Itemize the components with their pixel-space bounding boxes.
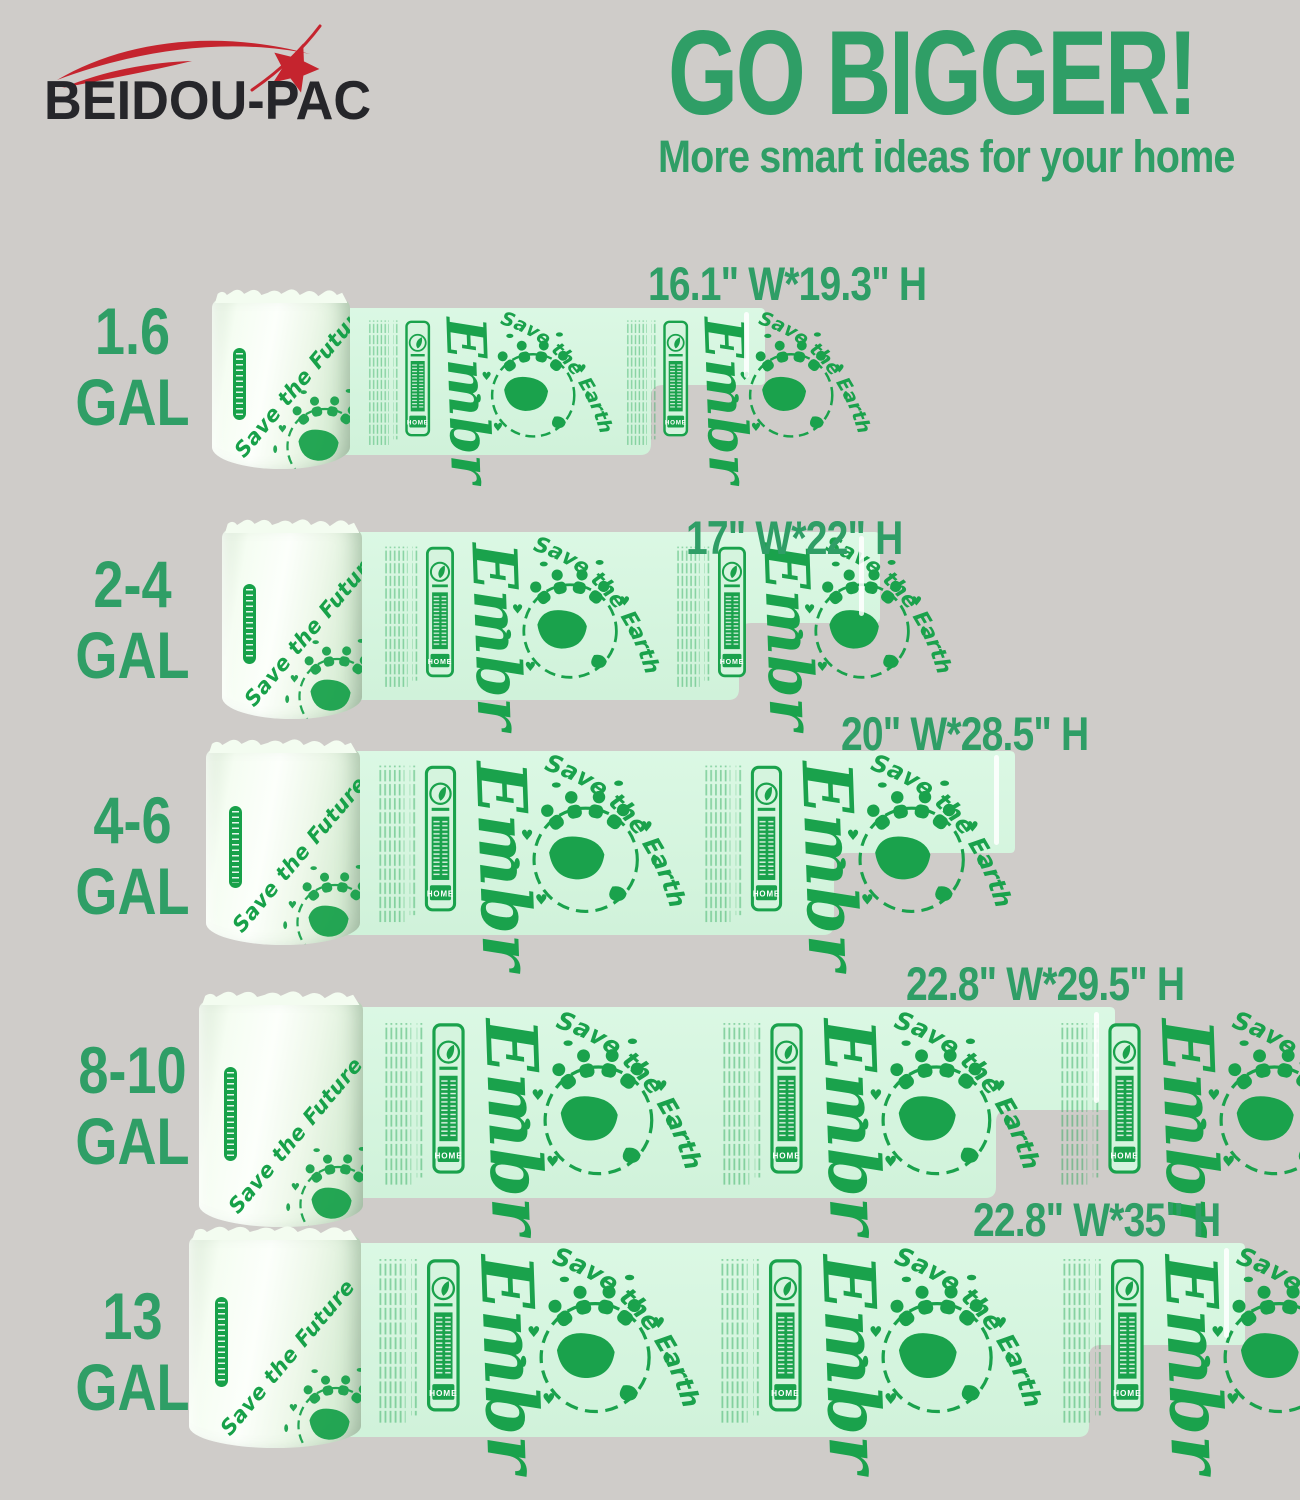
roll-crinkle-edge <box>224 519 360 533</box>
dimension-label: 16.1" W*19.3" H <box>648 257 927 310</box>
roll-cert-strip <box>223 1066 237 1162</box>
bag-graphic <box>290 308 765 455</box>
page-title: GO BIGGER! <box>668 6 1198 140</box>
roll-artwork: Save the Future <box>212 299 350 469</box>
bag-roll: Save the Future <box>222 519 362 719</box>
brand-swoosh-icon <box>57 24 322 93</box>
size-label: 8-10 GAL <box>65 1035 200 1177</box>
size-label: 2-4 GAL <box>65 549 200 691</box>
size-label: 13 GAL <box>65 1281 200 1423</box>
dimension-label: 22.8" W*35" H <box>973 1193 1221 1246</box>
bag-graphic <box>290 1007 1115 1198</box>
roll-crinkle-edge <box>214 289 348 303</box>
earth-kids-graphic <box>285 1145 363 1227</box>
roll-slogan-text: Save the Future <box>240 546 362 712</box>
bag-graphic <box>280 1243 1245 1437</box>
bag-roll: Save the Future <box>189 1226 361 1448</box>
size-unit: GAL <box>75 1104 190 1178</box>
size-value: 1.6 <box>94 294 171 368</box>
roll-slogan-text: Save the Future <box>229 299 350 463</box>
earth-kids-graphic <box>284 637 362 719</box>
dimension-label: 20" W*28.5" H <box>841 707 1089 760</box>
roll-cert-strip <box>232 348 246 420</box>
roll-slogan-text: Save the Future <box>227 772 360 938</box>
roll-artwork: Save the Future <box>222 529 362 719</box>
dimension-label: 17" W*22" H <box>686 511 903 564</box>
bag-print-unit <box>619 295 877 489</box>
size-unit: GAL <box>75 618 190 692</box>
bag-print-unit <box>668 518 958 736</box>
bag-graphic <box>300 532 880 700</box>
size-unit: GAL <box>75 365 190 439</box>
star-icon <box>273 43 320 93</box>
bag-roll: Save the Future <box>212 289 350 469</box>
bag-print-unit <box>369 733 694 976</box>
size-unit: GAL <box>75 854 190 928</box>
size-label: 1.6 GAL <box>65 296 200 438</box>
size-value: 4-6 <box>93 783 172 857</box>
dimension-label: 22.8" W*29.5" H <box>906 957 1185 1010</box>
roll-crinkle-edge <box>209 739 357 753</box>
bag-print-unit <box>369 1225 708 1480</box>
bag-roll: Save the Future <box>199 991 363 1227</box>
bag-print-unit <box>713 989 1048 1240</box>
bag-print-unit <box>695 733 1020 976</box>
earth-kids-graphic <box>282 863 360 945</box>
brand-name: BEIDOU-PAC <box>44 69 372 131</box>
earth-kids-graphic <box>272 387 350 469</box>
bag-print-unit <box>711 1225 1050 1480</box>
roll-crinkle-edge <box>202 991 360 1005</box>
bag-roll: Save the Future <box>206 739 360 945</box>
roll-cert-strip <box>229 805 243 889</box>
roll-artwork: Save the Future <box>199 1001 363 1227</box>
roll-slogan-text: Save the Future <box>215 1274 360 1440</box>
earth-kids-graphic <box>283 1366 361 1448</box>
size-unit: GAL <box>75 1350 190 1424</box>
size-value: 2-4 <box>93 547 172 621</box>
roll-cert-strip <box>243 584 256 664</box>
bag-print-unit <box>1053 1225 1300 1480</box>
size-label: 4-6 GAL <box>65 785 200 927</box>
roll-crinkle-edge <box>192 1226 358 1240</box>
bag-graphic <box>290 751 1015 935</box>
roll-cert-strip <box>214 1297 228 1387</box>
bag-print-unit <box>375 989 710 1240</box>
roll-slogan-text: Save the Future <box>223 1052 363 1218</box>
size-value: 13 <box>102 1279 163 1353</box>
roll-artwork: Save the Future <box>206 749 360 945</box>
bag-print-unit <box>376 518 666 736</box>
size-value: 8-10 <box>78 1033 187 1107</box>
roll-artwork: Save the Future <box>189 1236 361 1448</box>
bag-print-unit <box>1051 989 1300 1240</box>
bag-print-unit <box>361 295 619 489</box>
page-subtitle: More smart ideas for your home <box>658 131 1235 182</box>
